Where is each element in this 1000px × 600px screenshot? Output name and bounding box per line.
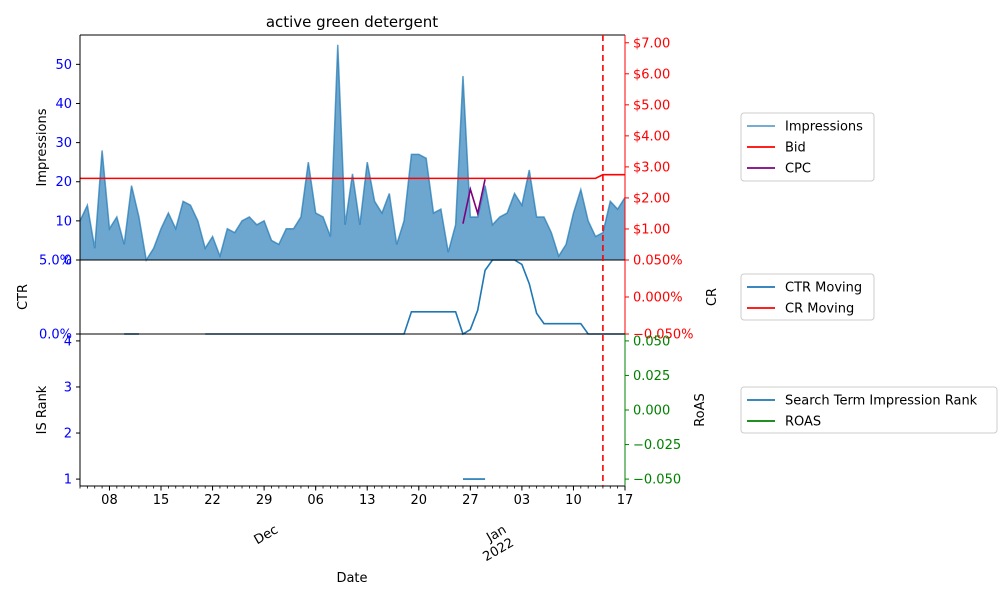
left-tick-label: 0.0% xyxy=(39,328,72,343)
legend-ctr: CTR Moving CR Moving xyxy=(740,273,875,321)
x-tick-label: 13 xyxy=(359,493,376,508)
left-tick-label: 30 xyxy=(55,136,72,151)
x-tick-label: 10 xyxy=(565,493,582,508)
left-tick-label: 40 xyxy=(55,97,72,112)
right-tick-label: −0.050% xyxy=(633,328,693,343)
right-tick-label: $4.00 xyxy=(633,129,670,144)
x-tick-label: 03 xyxy=(514,493,531,508)
rank-panel: 1 2 3 4 −0.050 −0.025 0.000 0.025 0.050 IS Rank Ro… xyxy=(35,333,708,488)
impressions-panel: 0 10 20 30 40 50 $1.00 $2.00 $3.00 $4.00 $5.00 $6.0… xyxy=(35,34,670,269)
right-tick-label: $7.00 xyxy=(633,36,670,51)
y-axis-label-right: CR xyxy=(705,288,720,306)
legend-entry: ROAS xyxy=(785,415,821,430)
legend-entry: Impressions xyxy=(785,120,863,135)
x-tick-label: 27 xyxy=(462,493,479,508)
left-tick-label: 3 xyxy=(64,380,72,395)
x-tick-label: 06 xyxy=(307,493,324,508)
right-tick-label: 0.000 xyxy=(633,404,670,419)
right-tick-label: −0.050 xyxy=(633,473,681,488)
x-tick-label: 29 xyxy=(256,493,273,508)
legend-entry: CTR Moving xyxy=(785,281,862,296)
x-tick-label: 15 xyxy=(153,493,170,508)
ctr-panel: 0.0% 5.0% −0.050% 0.000% 0.050% CTR CR xyxy=(16,254,720,343)
x-month-label-line: Dec xyxy=(252,522,281,548)
right-tick-label: $3.00 xyxy=(633,160,670,175)
left-tick-label: 50 xyxy=(55,58,72,73)
legend-entry: Bid xyxy=(785,141,806,156)
legend-entry: CPC xyxy=(785,162,811,177)
y-axis-label-left: Impressions xyxy=(35,108,50,186)
bid-line-0 xyxy=(80,173,625,180)
left-tick-label: 2 xyxy=(64,427,72,442)
chart-title: active green detergent xyxy=(266,13,438,31)
x-axis-label: Date xyxy=(336,571,367,586)
legends: Impressions Bid CPC CTR Moving CR Moving Sear… xyxy=(740,112,998,434)
left-tick-label: 5.0% xyxy=(39,254,72,269)
y-axis-label-right: RoAS xyxy=(693,393,708,427)
y-axis-label-left: CTR xyxy=(16,284,31,310)
left-tick-label: 20 xyxy=(55,175,72,190)
x-tick-label: 20 xyxy=(411,493,428,508)
legend-entry: CR Moving xyxy=(785,302,854,317)
legend-entry: Search Term Impression Rank xyxy=(785,394,978,409)
x-tick-label: 08 xyxy=(101,493,118,508)
x-month-label: Dec xyxy=(252,522,281,548)
legend-rank: Search Term Impression Rank ROAS xyxy=(740,386,998,434)
legend-impressions: Impressions Bid CPC xyxy=(740,112,875,182)
cpc-line-0 xyxy=(462,179,486,224)
right-tick-label: $1.00 xyxy=(633,222,670,237)
right-tick-label: $5.00 xyxy=(633,98,670,113)
y-axis-label-left: IS Rank xyxy=(35,385,50,434)
legend-frame xyxy=(740,112,875,182)
left-tick-label: 4 xyxy=(64,334,72,349)
x-tick-label: 22 xyxy=(204,493,221,508)
right-tick-label: 0.025 xyxy=(633,369,670,384)
right-tick-label: −0.025 xyxy=(633,438,681,453)
impressions-line xyxy=(79,44,626,263)
x-tick-label: 17 xyxy=(617,493,634,508)
right-tick-label: $2.00 xyxy=(633,191,670,206)
right-tick-label: $6.00 xyxy=(633,67,670,82)
left-tick-label: 0 xyxy=(64,254,72,269)
right-tick-label: 0.050% xyxy=(633,254,683,269)
legend-frame xyxy=(740,386,998,434)
left-tick-label: 10 xyxy=(55,214,72,229)
right-tick-label: 0.000% xyxy=(633,291,683,306)
left-tick-label: 1 xyxy=(64,473,72,488)
right-tick-label: 0.050 xyxy=(633,334,670,349)
ctr-moving-line-1 xyxy=(205,259,625,336)
